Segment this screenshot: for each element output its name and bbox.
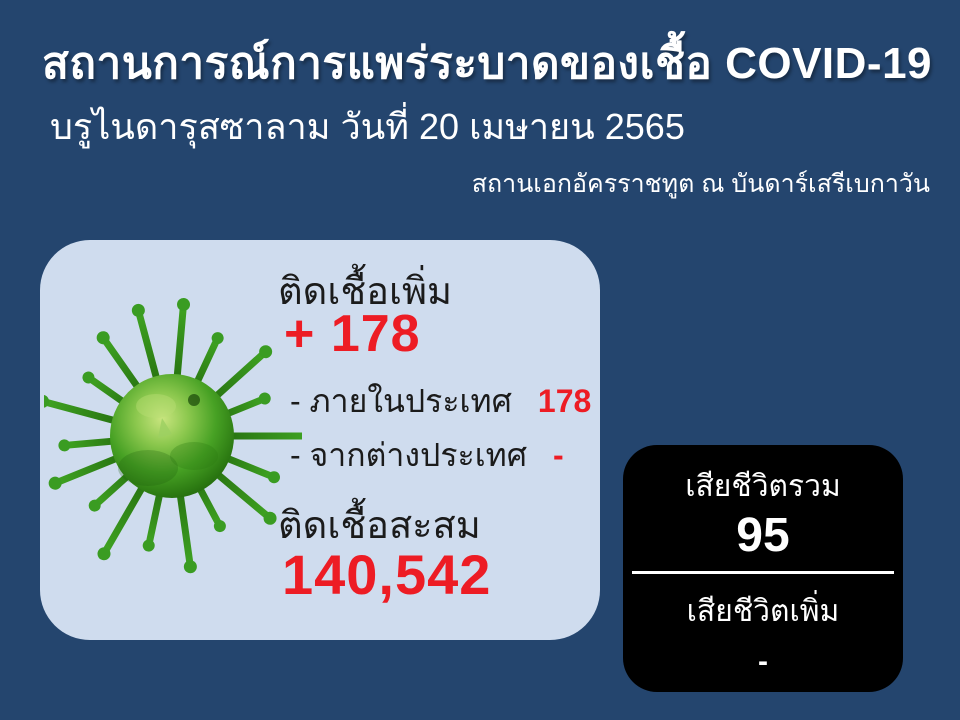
new-infections-label: ติดเชื้อเพิ่ม: [278, 271, 453, 313]
virus-icon: [36, 278, 317, 596]
domestic-infections-value: 178: [537, 383, 592, 419]
domestic-infections-label: - ภายในประเทศ: [290, 383, 512, 419]
source-credit: สถานเอกอัครราชทูต ณ บันดาร์เสรีเบกาวัน: [471, 170, 930, 198]
page-title: สถานการณ์การแพร่ระบาดของเชื้อ COVID-19: [42, 39, 933, 88]
new-deaths-value: -: [758, 644, 768, 678]
death-summary-card: เสียชีวิตรวม 95 เสียชีวิตเพิ่ม -: [623, 445, 903, 692]
cumulative-infections-value: 140,542: [282, 543, 492, 606]
imported-infections-row: - จากต่างประเทศ -: [290, 430, 564, 481]
domestic-infections-row: - ภายในประเทศ 178: [290, 376, 591, 427]
new-deaths-label: เสียชีวิตเพิ่ม: [686, 594, 840, 628]
page-subtitle: บรูไนดารุสซาลาม วันที่ 20 เมษายน 2565: [50, 106, 685, 147]
divider-line: [632, 570, 894, 574]
imported-infections-value: -: [553, 437, 564, 473]
cumulative-infections-label: ติดเชื้อสะสม: [278, 505, 481, 547]
total-deaths-value: 95: [736, 509, 790, 562]
infection-summary-card: ติดเชื้อเพิ่ม + 178 - ภายในประเทศ 178 - …: [36, 240, 600, 640]
imported-infections-label: - จากต่างประเทศ: [290, 437, 528, 473]
new-infections-value: + 178: [284, 305, 421, 363]
total-deaths-label: เสียชีวิตรวม: [685, 470, 841, 503]
